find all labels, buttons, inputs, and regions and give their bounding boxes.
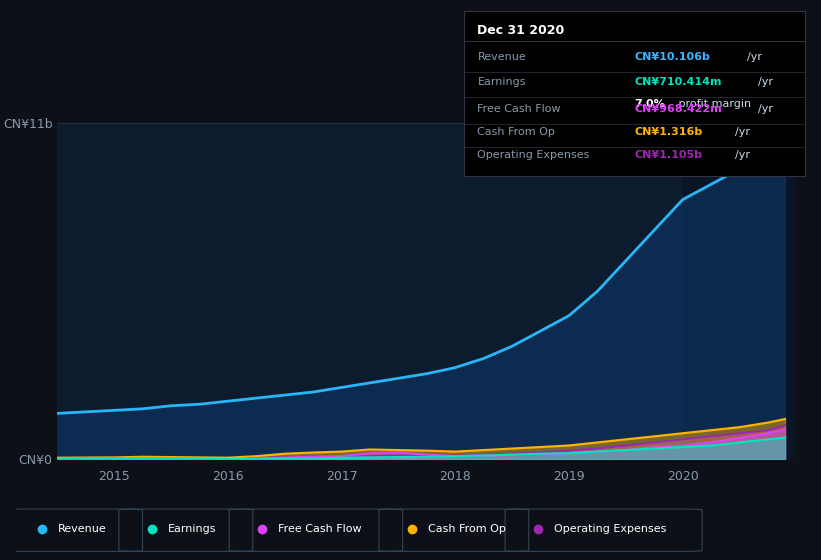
Text: CN¥710.414m: CN¥710.414m: [635, 77, 722, 87]
Text: Revenue: Revenue: [57, 524, 106, 534]
Text: Dec 31 2020: Dec 31 2020: [478, 25, 565, 38]
Bar: [683, 123, 796, 459]
Text: /yr: /yr: [746, 53, 762, 63]
Text: Free Cash Flow: Free Cash Flow: [278, 524, 362, 534]
Text: Cash From Op: Cash From Op: [478, 127, 555, 137]
Text: CN¥968.422m: CN¥968.422m: [635, 104, 722, 114]
Text: Earnings: Earnings: [167, 524, 216, 534]
Text: /yr: /yr: [758, 77, 773, 87]
Text: /yr: /yr: [736, 127, 750, 137]
Text: CN¥10.106b: CN¥10.106b: [635, 53, 710, 63]
Text: /yr: /yr: [758, 104, 773, 114]
Text: CN¥1.316b: CN¥1.316b: [635, 127, 703, 137]
Text: Cash From Op: Cash From Op: [428, 524, 506, 534]
Text: CN¥1.105b: CN¥1.105b: [635, 150, 702, 160]
Text: Earnings: Earnings: [478, 77, 526, 87]
Text: profit margin: profit margin: [675, 99, 751, 109]
Text: Free Cash Flow: Free Cash Flow: [478, 104, 561, 114]
Text: Revenue: Revenue: [478, 53, 526, 63]
Text: /yr: /yr: [736, 150, 750, 160]
Text: 7.0%: 7.0%: [635, 99, 665, 109]
Text: Operating Expenses: Operating Expenses: [554, 524, 667, 534]
Text: Operating Expenses: Operating Expenses: [478, 150, 589, 160]
